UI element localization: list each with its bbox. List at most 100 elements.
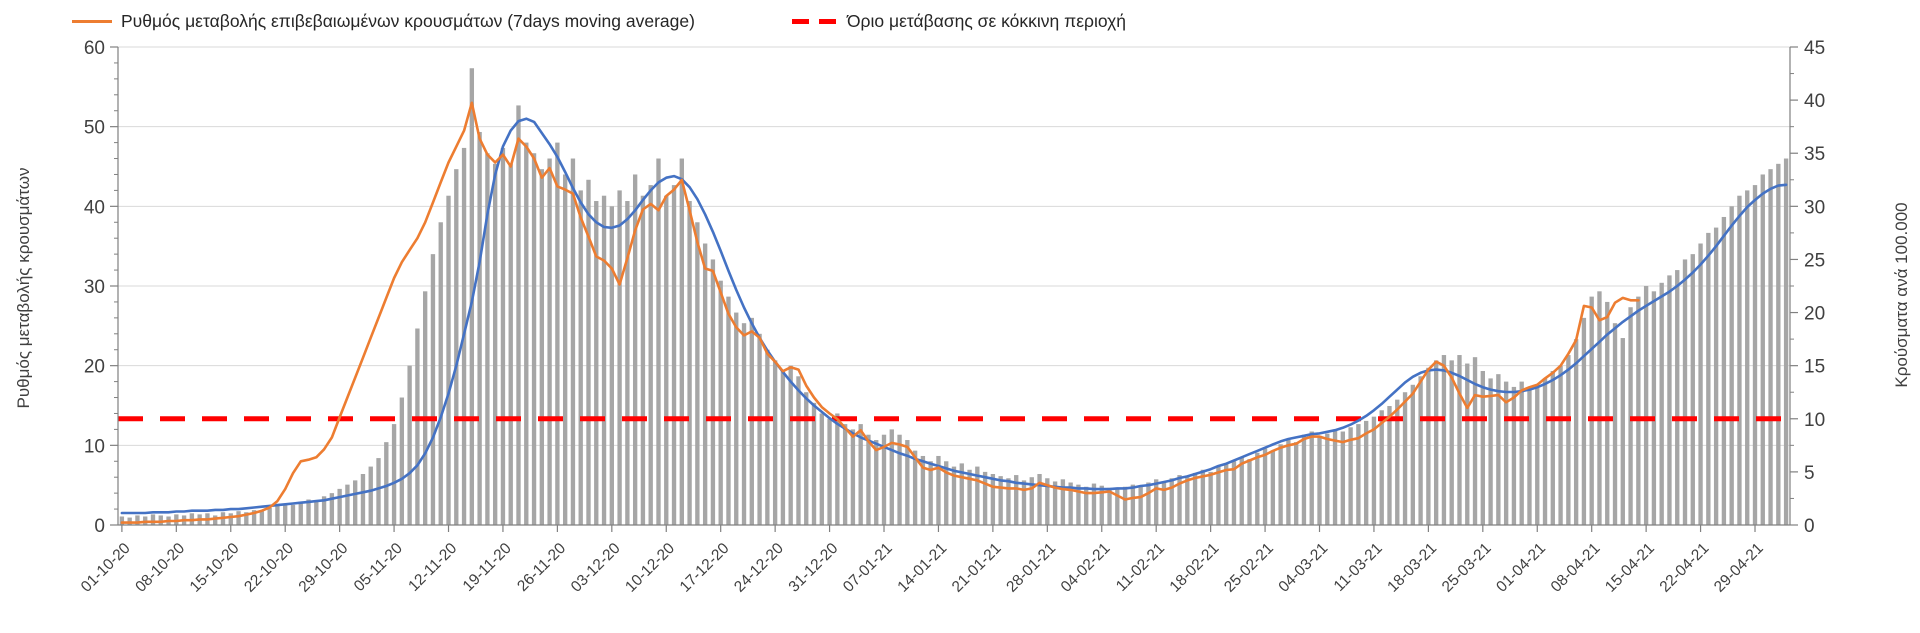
bar xyxy=(1612,323,1618,525)
bar xyxy=(1566,355,1571,525)
bar xyxy=(1636,296,1641,525)
bar xyxy=(1270,450,1276,525)
bar xyxy=(1395,399,1400,525)
bar xyxy=(975,466,980,525)
bar xyxy=(1091,483,1097,525)
bar xyxy=(562,174,568,525)
bar xyxy=(539,169,545,525)
x-axis-date-label: 08-04-21 xyxy=(1548,540,1604,596)
bar xyxy=(796,376,801,525)
bar xyxy=(656,158,661,525)
bar xyxy=(1690,254,1695,525)
bar xyxy=(944,461,949,525)
bar xyxy=(1729,206,1734,525)
bar xyxy=(601,195,607,525)
x-axis-date-label: 11-03-21 xyxy=(1331,540,1386,595)
bar xyxy=(1581,317,1587,525)
bar xyxy=(1418,376,1423,525)
legend-label: Όριο μετάβασης σε κόκκινη περιοχή xyxy=(847,10,1127,31)
bar xyxy=(345,484,350,525)
bar xyxy=(1465,363,1470,525)
legend-item-red-threshold: Όριο μετάβασης σε κόκκινη περιοχή xyxy=(792,6,1126,36)
bar xyxy=(1278,444,1283,525)
bar xyxy=(306,499,311,525)
bar xyxy=(819,413,824,525)
bar xyxy=(1216,466,1221,525)
bar xyxy=(1154,479,1159,525)
bar xyxy=(1503,381,1509,525)
bar xyxy=(998,476,1003,525)
bar xyxy=(1130,484,1136,525)
bar xyxy=(594,201,599,525)
bar xyxy=(749,317,754,525)
bar xyxy=(734,312,739,525)
right-axis-tick-label: 5 xyxy=(1804,463,1815,484)
bar xyxy=(353,480,358,525)
bar xyxy=(1776,163,1781,525)
bar xyxy=(889,429,894,525)
bar xyxy=(912,450,918,525)
bar xyxy=(1037,474,1042,525)
bar xyxy=(586,179,591,525)
bar xyxy=(384,442,389,525)
bar xyxy=(858,424,863,525)
bar xyxy=(485,153,490,525)
bar xyxy=(500,147,506,525)
bar xyxy=(570,158,576,525)
bar xyxy=(1340,431,1346,525)
x-axis-date-label: 19-11-20 xyxy=(460,540,515,595)
bar xyxy=(1068,482,1073,525)
bar xyxy=(625,201,630,525)
x-axis-date-label: 11-02-21 xyxy=(1113,540,1168,595)
bar xyxy=(772,360,778,525)
bar xyxy=(1519,381,1524,525)
chart-legend: Ρυθμός μεταβολής επιβεβαιωμένων κρουσμάτ… xyxy=(0,6,1920,36)
bar xyxy=(1029,477,1034,525)
bar xyxy=(959,463,964,525)
bar xyxy=(127,517,132,525)
bar xyxy=(454,169,459,525)
bar xyxy=(1605,301,1610,525)
bar xyxy=(1589,296,1594,525)
bar xyxy=(632,174,638,525)
bar xyxy=(1488,378,1493,525)
x-axis-date-label: 04-02-21 xyxy=(1058,540,1114,596)
bar xyxy=(726,296,731,525)
bar xyxy=(236,511,241,525)
bar xyxy=(1441,355,1447,525)
bar xyxy=(928,461,933,525)
bar xyxy=(1006,478,1011,525)
orange-moving-average-line xyxy=(120,101,1640,524)
bar xyxy=(368,466,373,525)
bar xyxy=(874,440,879,525)
bar xyxy=(1682,259,1688,525)
bar xyxy=(1573,339,1579,525)
bar xyxy=(920,455,926,525)
bar xyxy=(1301,434,1307,525)
bar xyxy=(648,185,653,525)
bar xyxy=(531,153,537,525)
bar xyxy=(1457,355,1462,525)
left-axis-tick-label: 10 xyxy=(84,436,105,457)
bar xyxy=(1387,406,1392,525)
bar xyxy=(524,142,529,525)
bar xyxy=(640,195,646,525)
right-axis-tick-label: 25 xyxy=(1804,250,1825,271)
bar xyxy=(391,424,397,525)
bar xyxy=(119,516,125,525)
bar xyxy=(1675,270,1680,525)
bar xyxy=(298,501,303,525)
bar xyxy=(1115,488,1120,525)
bar xyxy=(671,185,677,525)
x-axis-date-label: 14-01-21 xyxy=(894,540,950,596)
bar xyxy=(897,434,902,525)
x-axis-date-label: 21-01-21 xyxy=(949,540,1005,596)
bar xyxy=(1255,452,1260,525)
x-axis-date-label: 22-04-21 xyxy=(1657,540,1713,596)
bar xyxy=(1122,486,1128,525)
bar xyxy=(1745,190,1750,525)
bar xyxy=(1721,216,1727,525)
bar xyxy=(508,163,513,525)
bar xyxy=(1107,487,1112,525)
